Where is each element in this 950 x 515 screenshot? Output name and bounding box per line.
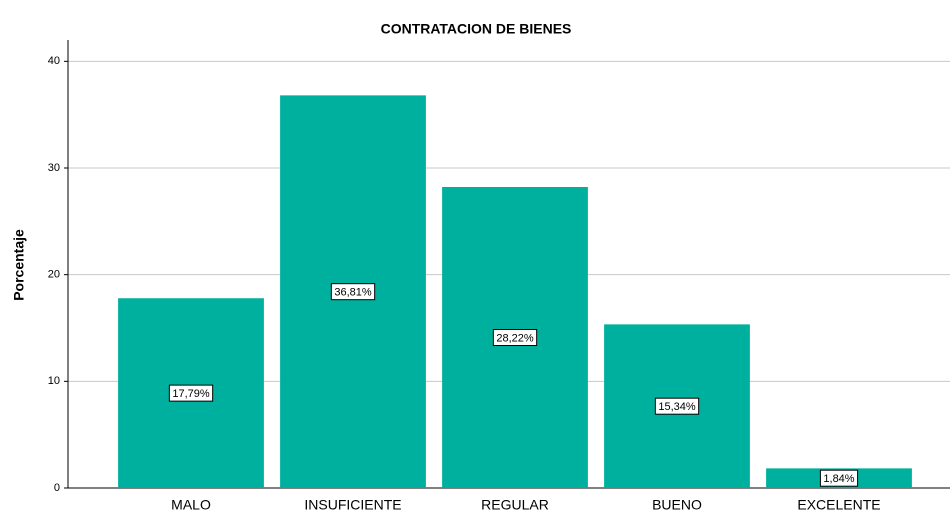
data-label: 36,81% [334, 287, 372, 299]
data-label-box [492, 328, 538, 346]
x-tick-label: BUENO [652, 497, 702, 513]
y-tick-label: 40 [48, 55, 60, 67]
y-tick-label: 10 [48, 375, 60, 387]
data-label: 1,84% [823, 473, 854, 485]
data-label: 15,34% [658, 401, 696, 413]
data-label-box [168, 384, 214, 402]
x-tick-label: REGULAR [481, 497, 549, 513]
data-label: 28,22% [496, 332, 534, 344]
y-tick-label: 30 [48, 162, 60, 174]
data-label-box [330, 283, 376, 301]
data-label-box [654, 397, 700, 415]
chart-title: CONTRATACION DE BIENES [381, 21, 572, 37]
x-tick-label: INSUFICIENTE [304, 497, 401, 513]
y-axis-label: Porcentaje [11, 229, 27, 301]
data-label: 17,79% [172, 388, 210, 400]
x-tick-label: MALO [171, 497, 211, 513]
y-tick-label: 0 [54, 482, 60, 494]
data-label-box [819, 469, 859, 487]
y-tick-label: 20 [48, 269, 60, 281]
x-tick-label: EXCELENTE [797, 497, 880, 513]
